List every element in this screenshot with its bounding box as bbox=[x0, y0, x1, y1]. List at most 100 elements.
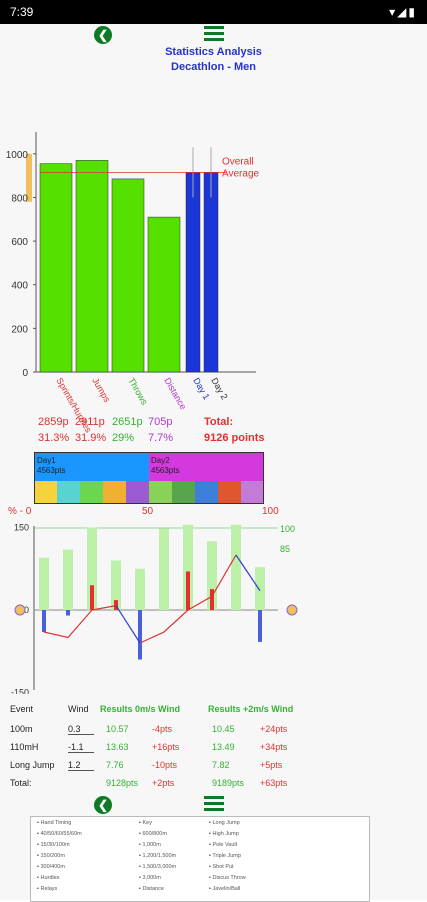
range-marker bbox=[26, 153, 32, 202]
legend-item: ▪ Javelin/Ball bbox=[209, 886, 241, 892]
x-tick-label: Day 1 bbox=[191, 376, 211, 401]
y-tick-label: 400 bbox=[11, 281, 28, 292]
legend-item: ▪ Discus Throw bbox=[209, 875, 246, 881]
loss-bar bbox=[42, 610, 46, 632]
target-bar bbox=[63, 549, 73, 610]
back-button[interactable]: ❮ bbox=[94, 26, 112, 44]
total-result-zero: 9128pts bbox=[106, 778, 139, 788]
wind-input[interactable]: 0.3 bbox=[68, 724, 94, 735]
menu-button[interactable] bbox=[204, 26, 224, 42]
day2-label: Day2 bbox=[151, 456, 170, 465]
legend-item: ▪ Pole Vault bbox=[209, 842, 238, 848]
table-header-zero: Results 0m/s Wind bbox=[100, 704, 180, 714]
row-event: Long Jump bbox=[10, 760, 55, 770]
legend-item: ▪ Key bbox=[139, 820, 152, 826]
summary-throws-pct: 29% bbox=[112, 432, 135, 444]
bar bbox=[39, 163, 73, 373]
row-result-two: 10.45 bbox=[212, 724, 235, 734]
table-header-wind: Wind bbox=[68, 704, 89, 714]
menu-button-bottom[interactable] bbox=[204, 796, 224, 812]
row-result-zero: 13.63 bbox=[106, 742, 129, 752]
bar bbox=[147, 216, 181, 373]
table-row: 100m 0.3 10.57 -4pts 10.45 +24pts bbox=[10, 724, 420, 740]
row-diff-two: +24pts bbox=[260, 724, 288, 734]
summary-distance: 705p bbox=[148, 416, 173, 428]
day2-segment bbox=[149, 453, 263, 481]
target-bar bbox=[207, 541, 217, 610]
legend-item: ▪ Long Jump bbox=[209, 820, 240, 826]
y-tick-label: 0 bbox=[24, 605, 29, 615]
gain-bar bbox=[186, 571, 190, 610]
legend-item: ▪ Relays bbox=[37, 886, 58, 892]
status-time: 7:39 bbox=[10, 5, 34, 19]
row-event: Total: bbox=[10, 778, 32, 788]
status-icons: ▾◢▮ bbox=[389, 5, 417, 19]
split-axis-right: 100 bbox=[262, 506, 279, 517]
day-split-bar: Day1 4563pts Day2 4563pts bbox=[34, 452, 264, 504]
average-label-2: Average bbox=[222, 168, 260, 179]
summary-total-value: 9126 points bbox=[204, 432, 265, 444]
bar bbox=[203, 172, 219, 373]
target-bar bbox=[87, 527, 97, 610]
trend-line-red-2 bbox=[139, 554, 237, 644]
table-row: 110mH -1.1 13.63 +16pts 13.49 +34pts bbox=[10, 742, 420, 758]
average-label-1: Overall bbox=[222, 156, 254, 167]
y-tick-label: 150 bbox=[14, 523, 29, 533]
summary-throws: 2651p bbox=[112, 416, 143, 428]
table-header-two: Results +2m/s Wind bbox=[208, 704, 294, 714]
legend-item: ▪ Distance bbox=[139, 886, 164, 892]
legend-item: ▪ Hand Timing bbox=[37, 820, 72, 826]
summary-jumps-pct: 31.9% bbox=[75, 432, 107, 444]
legend-item: ▪ 1,200/1,500m bbox=[139, 853, 177, 859]
right-marker bbox=[286, 604, 298, 616]
event-segments bbox=[35, 481, 263, 503]
legend-item: ▪ Hurdles bbox=[37, 875, 60, 881]
trend-line-red bbox=[43, 605, 117, 639]
split-axis-left: % - 0 bbox=[8, 506, 32, 517]
target-bar bbox=[255, 567, 265, 610]
gain-bar bbox=[90, 585, 94, 610]
row-result-two: 7.82 bbox=[212, 760, 230, 770]
bar bbox=[75, 160, 109, 373]
right-tick-label: 85 bbox=[280, 544, 290, 554]
legend-item: ▪ 150/200m bbox=[37, 853, 65, 859]
x-tick-label: Distance bbox=[162, 376, 188, 411]
wind-input[interactable]: -1.1 bbox=[68, 742, 94, 753]
back-button-bottom[interactable]: ❮ bbox=[94, 796, 112, 814]
legend-item: ▪ 600/800m bbox=[139, 831, 167, 837]
trend-line-blue bbox=[115, 605, 141, 644]
page-subtitle: Decathlon - Men bbox=[171, 61, 256, 73]
left-marker bbox=[14, 604, 26, 616]
y-tick-label: 0 bbox=[22, 368, 28, 379]
row-event: 110mH bbox=[10, 742, 39, 752]
legend-item: ▪ 1,000m bbox=[139, 842, 161, 848]
x-tick-label: Day 2 bbox=[209, 376, 229, 401]
table-header-event: Event bbox=[10, 704, 34, 714]
total-diff-two: +63pts bbox=[260, 778, 288, 788]
legend-item: ▪ 40/50/60/55/60m bbox=[37, 831, 82, 837]
day2-pts: 4563pts bbox=[151, 466, 180, 475]
row-diff-zero: +16pts bbox=[152, 742, 180, 752]
gain-bar bbox=[210, 589, 214, 610]
summary-jumps: 2911p bbox=[75, 416, 105, 428]
legend: ▪ Hand Timing ▪ 40/50/60/55/60m ▪ 15/30/10… bbox=[30, 816, 370, 902]
loss-bar bbox=[66, 610, 70, 616]
loss-bar bbox=[138, 610, 142, 660]
deviation-chart: 3001500-150-30010085 bbox=[11, 523, 298, 694]
target-bar bbox=[231, 524, 241, 610]
statistics-screen: ❮ Statistics Analysis Decathlon - Men 0 2… bbox=[0, 24, 427, 902]
target-bar bbox=[39, 557, 49, 610]
legend-item: ▪ Triple Jump bbox=[209, 853, 241, 859]
right-tick-label: 100 bbox=[280, 524, 295, 534]
summary-total-label: Total: bbox=[204, 416, 234, 428]
y-tick-label: 600 bbox=[11, 237, 28, 248]
y-tick-label: 200 bbox=[11, 324, 28, 335]
wind-input[interactable]: 1.2 bbox=[68, 760, 94, 771]
target-bar bbox=[135, 568, 145, 610]
bar bbox=[111, 178, 145, 373]
x-tick-label: Throws bbox=[126, 376, 150, 407]
legend-item: ▪ 300/400m bbox=[37, 864, 65, 870]
split-axis-mid: 50 bbox=[142, 506, 154, 517]
legend-item: ▪ Shot Put bbox=[209, 864, 234, 870]
